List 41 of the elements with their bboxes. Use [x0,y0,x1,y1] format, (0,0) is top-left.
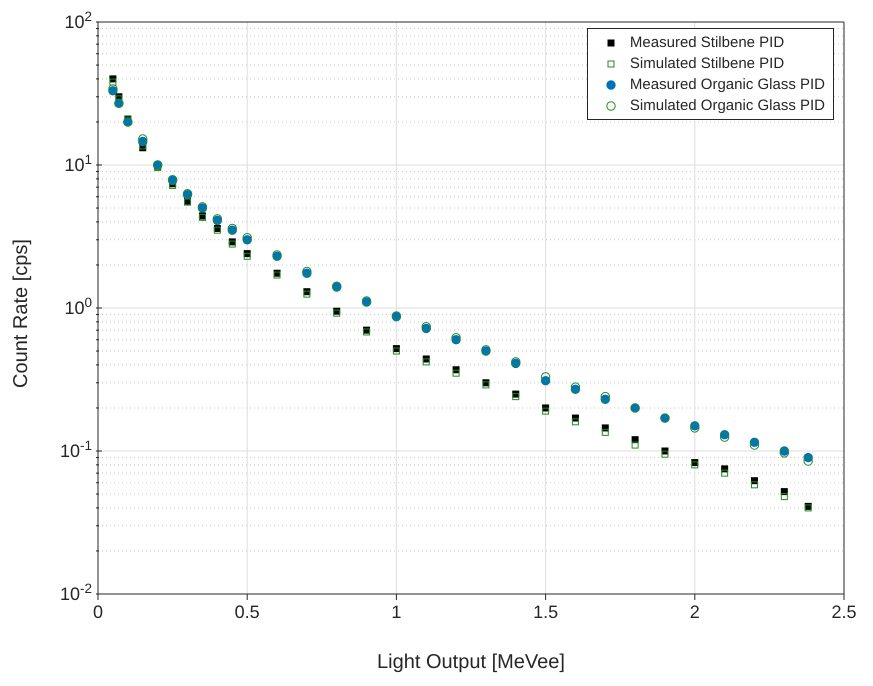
point [750,481,758,488]
point [750,440,760,450]
point [602,428,609,436]
point [570,382,580,392]
y-tick-label: 10$^{1}$ [64,152,92,175]
y-tick-label: 10$^{-2}$ [60,580,92,604]
legend-label: Measured Stilbene PID [630,33,784,53]
legend-label: Simulated Organic Glass PID [630,96,825,116]
legend-label: Measured Organic Glass PID [630,75,825,95]
x-tick-label: 1 [391,602,402,622]
x-tick-label: 1.5 [533,602,558,622]
y-axis-title: Count Rate [cps] [10,239,32,388]
point [392,348,400,355]
point [540,372,550,382]
point [780,493,788,500]
point [512,393,520,400]
point [451,332,461,342]
x-tick-label: 2.5 [831,602,857,622]
y-tick-label: 10$^{-1}$ [60,438,92,461]
point [661,450,668,458]
point [721,470,728,477]
point [542,408,550,415]
point [228,240,236,248]
point [720,432,730,442]
legend-label: Simulated Stilbene PID [630,54,784,74]
point [303,290,310,298]
point [452,370,460,377]
point [244,252,251,260]
point [109,78,116,86]
x-tick-label: 0.5 [234,602,260,622]
point [572,418,579,426]
point [600,392,610,402]
y-tick-label: 10$^{2}$ [64,8,92,32]
y-tick-label: 10$^{0}$ [64,294,92,318]
x-tick-label: 0 [92,602,104,622]
x-tick-label: 2 [690,602,700,622]
point [632,442,639,449]
point [422,358,430,366]
point [803,456,813,466]
x-axis-title: Light Output [MeVee] [377,651,565,673]
point [138,134,148,144]
